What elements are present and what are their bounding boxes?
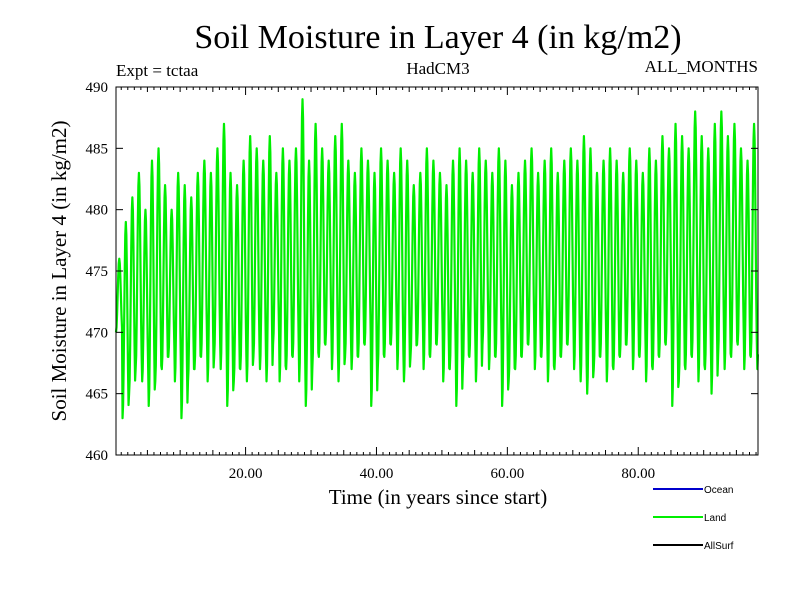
legend-label-land: Land bbox=[704, 513, 726, 524]
legend: Ocean Land AllSurf bbox=[653, 485, 734, 552]
chart-title: Soil Moisture in Layer 4 (in kg/m2) bbox=[194, 19, 681, 56]
series-line-land bbox=[114, 98, 759, 420]
y-tick-label: 475 bbox=[86, 264, 109, 280]
x-tick-label: 80.00 bbox=[621, 466, 655, 482]
months-label: ALL_MONTHS bbox=[645, 57, 758, 76]
y-tick-label: 485 bbox=[86, 141, 109, 157]
x-tick-label: 40.00 bbox=[360, 466, 394, 482]
y-axis-label: Soil Moisture in Layer 4 (in kg/m2) bbox=[47, 121, 71, 422]
y-tick-label: 470 bbox=[86, 325, 109, 341]
y-tick-label: 465 bbox=[86, 387, 109, 403]
legend-label-ocean: Ocean bbox=[704, 485, 733, 496]
x-axis: 20.00 40.00 60.00 80.00 bbox=[120, 87, 757, 482]
x-tick-label: 20.00 bbox=[229, 466, 263, 482]
legend-label-allsurf: AllSurf bbox=[704, 541, 734, 552]
model-label: HadCM3 bbox=[406, 59, 469, 78]
y-tick-label: 480 bbox=[86, 203, 109, 219]
y-axis: 460 465 470 475 480 485 490 bbox=[86, 80, 758, 464]
plot-area bbox=[114, 98, 759, 420]
experiment-label: Expt = tctaa bbox=[116, 61, 199, 80]
y-tick-label: 490 bbox=[86, 80, 109, 96]
x-tick-label: 60.00 bbox=[490, 466, 524, 482]
y-tick-label: 460 bbox=[86, 448, 109, 464]
x-axis-label: Time (in years since start) bbox=[329, 485, 548, 509]
